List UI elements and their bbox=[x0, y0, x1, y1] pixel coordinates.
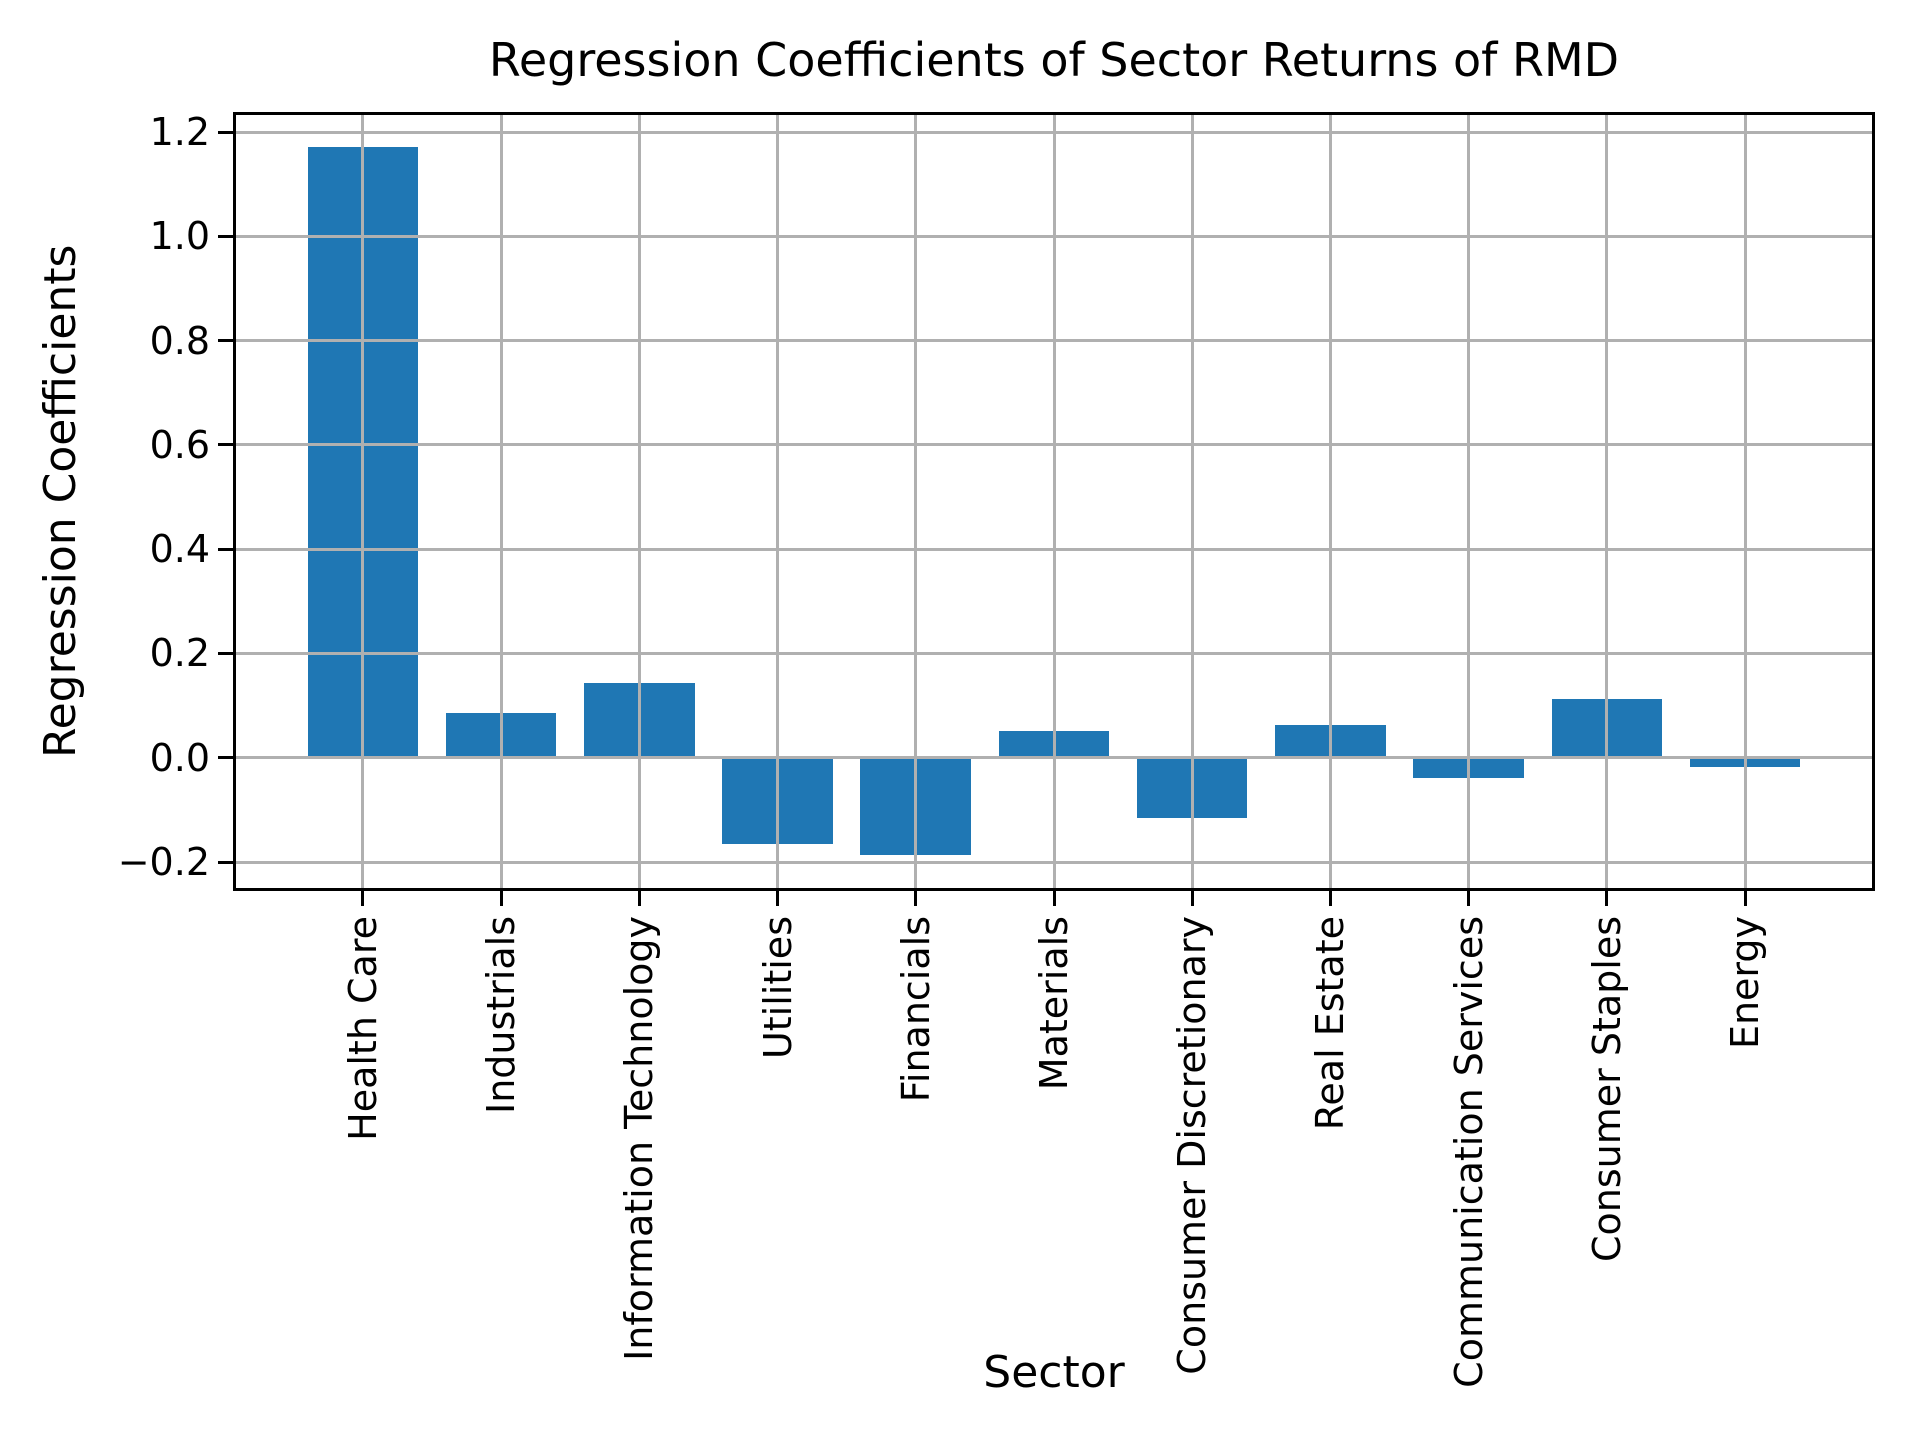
y-tick-0.0 bbox=[218, 756, 233, 760]
gridline-x-utilities bbox=[776, 115, 780, 888]
x-tick-communication-services bbox=[1467, 891, 1471, 906]
x-tick-label-financials: Financials bbox=[893, 916, 938, 1103]
gridline-x-industrials bbox=[499, 115, 503, 888]
y-tick-label-0.6: 0.6 bbox=[149, 422, 210, 467]
y-tick-label-0.2: 0.2 bbox=[149, 631, 210, 676]
plot-area bbox=[233, 112, 1875, 891]
y-tick-label-0.8: 0.8 bbox=[149, 318, 210, 363]
x-tick-label-consumer-staples: Consumer Staples bbox=[1584, 916, 1629, 1263]
y-tick-0.4 bbox=[218, 547, 233, 551]
gridline-x-health-care bbox=[361, 115, 365, 888]
x-tick-energy bbox=[1743, 891, 1747, 906]
x-tick-label-consumer-discretionary: Consumer Discretionary bbox=[1170, 916, 1215, 1375]
y-tick-0.2 bbox=[218, 651, 233, 655]
x-tick-label-utilities: Utilities bbox=[755, 916, 800, 1060]
gridline-x-real-estate bbox=[1328, 115, 1332, 888]
x-tick-information-technology bbox=[637, 891, 641, 906]
chart-title: Regression Coefficients of Sector Return… bbox=[488, 33, 1620, 87]
x-tick-industrials bbox=[499, 891, 503, 906]
y-tick-label-−0.2: −0.2 bbox=[117, 840, 210, 884]
gridline-x-energy bbox=[1743, 115, 1747, 888]
x-tick-consumer-staples bbox=[1605, 891, 1609, 906]
x-tick-label-real-estate: Real Estate bbox=[1308, 916, 1353, 1131]
gridline-x-financials bbox=[914, 115, 918, 888]
x-axis-label: Sector bbox=[983, 1347, 1125, 1398]
x-tick-real-estate bbox=[1328, 891, 1332, 906]
y-tick-label-1.2: 1.2 bbox=[149, 110, 210, 155]
y-tick-label-1.0: 1.0 bbox=[149, 214, 210, 259]
gridline-x-communication-services bbox=[1467, 115, 1471, 888]
gridline-x-materials bbox=[1052, 115, 1056, 888]
x-tick-consumer-discretionary bbox=[1190, 891, 1194, 906]
y-tick-1.2 bbox=[218, 130, 233, 134]
x-tick-label-information-technology: Information Technology bbox=[617, 916, 662, 1361]
x-tick-materials bbox=[1052, 891, 1056, 906]
x-tick-label-health-care: Health Care bbox=[340, 916, 385, 1141]
y-tick-0.6 bbox=[218, 443, 233, 447]
gridline-x-consumer-staples bbox=[1605, 115, 1609, 888]
x-tick-label-materials: Materials bbox=[1032, 916, 1076, 1091]
x-tick-utilities bbox=[776, 891, 780, 906]
y-tick-label-0.0: 0.0 bbox=[149, 735, 210, 780]
y-tick-1.0 bbox=[218, 234, 233, 238]
gridline-x-information-technology bbox=[637, 115, 641, 888]
gridline-x-consumer-discretionary bbox=[1190, 115, 1194, 888]
y-tick-−0.2 bbox=[218, 860, 233, 864]
x-tick-label-communication-services: Communication Services bbox=[1446, 916, 1491, 1388]
x-tick-label-energy: Energy bbox=[1723, 916, 1768, 1050]
x-tick-label-industrials: Industrials bbox=[479, 916, 524, 1115]
y-tick-label-0.4: 0.4 bbox=[149, 527, 210, 572]
x-tick-financials bbox=[914, 891, 918, 906]
x-tick-health-care bbox=[361, 891, 365, 906]
y-tick-0.8 bbox=[218, 339, 233, 343]
